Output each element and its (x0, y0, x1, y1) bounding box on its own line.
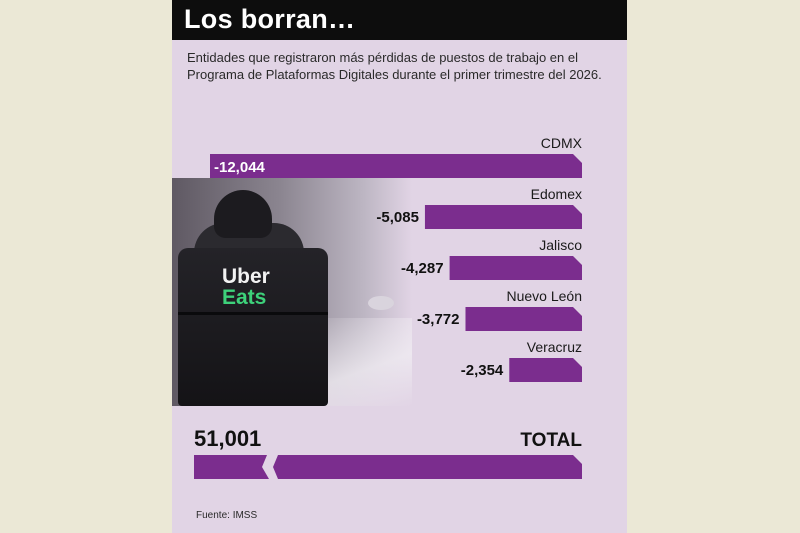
total-value-label: 51,001 (194, 426, 261, 451)
delivery-rider-photo: Uber Eats (172, 178, 412, 406)
total-bar-right (273, 455, 582, 479)
chart-subtitle: Entidades que registraron más pérdidas d… (187, 50, 602, 82)
value-label-veracruz: -2,354 (461, 362, 504, 379)
bar-edomex (424, 205, 582, 229)
uber-eats-logo: Uber Eats (222, 266, 302, 308)
value-label-nuevo-leon: -3,772 (417, 311, 460, 328)
category-label-nuevo-leon: Nuevo León (506, 288, 582, 304)
value-label-edomex: -5,085 (376, 209, 419, 226)
total-label: TOTAL (520, 430, 582, 451)
bar-veracruz (509, 358, 582, 382)
rider-helmet (214, 190, 272, 238)
total-bar-left (194, 455, 269, 479)
category-label-edomex: Edomex (531, 186, 582, 202)
bar-cdmx (210, 154, 582, 178)
bar-chart: CDMX -12,044 Edomex -5,085 Jalisco -4,287 Nuev… (194, 135, 583, 479)
chart-title: Los borran… (184, 4, 356, 34)
bar-jalisco (449, 256, 582, 280)
value-label-cdmx: -12,044 (214, 159, 266, 176)
logo-uber-text: Uber (222, 265, 270, 288)
category-label-veracruz: Veracruz (527, 339, 582, 355)
title-bar: Los borran… (172, 0, 627, 40)
scooter-mirror (368, 296, 394, 310)
value-label-jalisco: -4,287 (401, 260, 444, 277)
category-label-cdmx: CDMX (541, 135, 583, 151)
bar-nuevo-leon (465, 307, 582, 331)
logo-eats-text: Eats (222, 286, 267, 309)
infographic-card: Los borran… Entidades que registraron má… (172, 0, 627, 533)
source-note: Fuente: IMSS (196, 510, 258, 521)
delivery-bag-lid (178, 248, 328, 315)
category-label-jalisco: Jalisco (539, 237, 582, 253)
delivery-bag (178, 248, 328, 406)
